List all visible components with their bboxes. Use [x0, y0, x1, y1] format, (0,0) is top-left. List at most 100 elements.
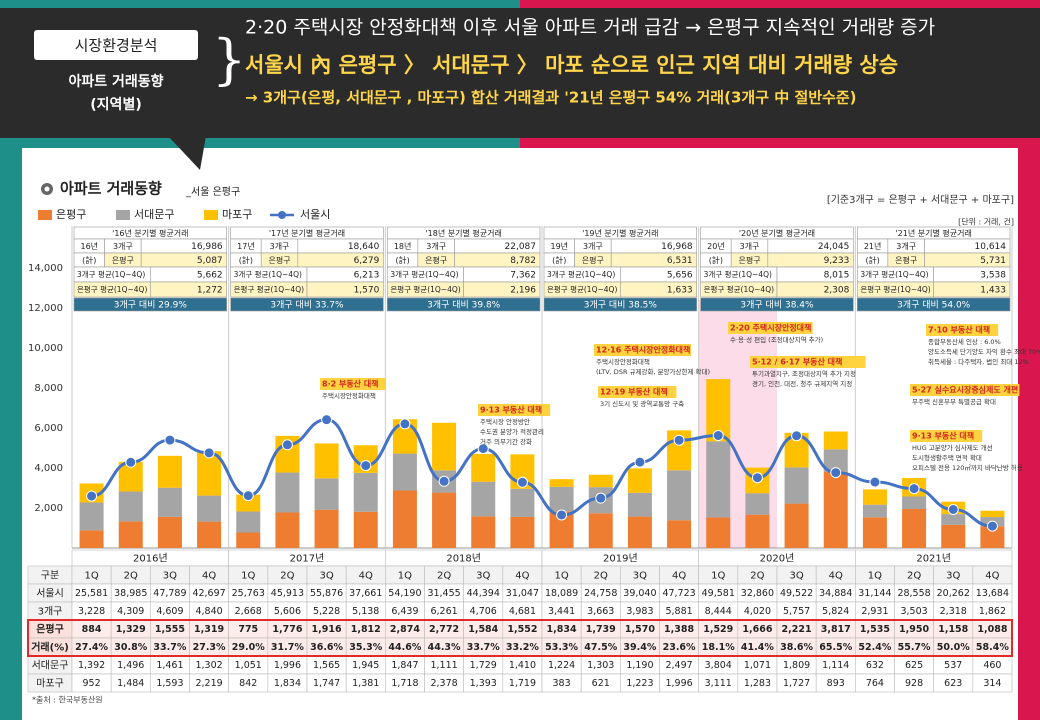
- bar: [980, 526, 1005, 548]
- x-tick-label: 1Q: [398, 571, 412, 582]
- box-text: 9,233: [824, 256, 850, 266]
- row-label: 마포구: [36, 678, 64, 690]
- table-value: 1,555: [155, 624, 185, 635]
- y-tick-label: 12,000: [28, 303, 63, 314]
- bar: [157, 455, 182, 488]
- table-value: 3,441: [548, 606, 575, 617]
- annotation-title: 9·13 부동산 대책: [912, 431, 974, 441]
- x-tick-label: 4Q: [672, 571, 686, 582]
- line-dot: [673, 434, 685, 446]
- table-value: 25,581: [75, 588, 108, 599]
- x-tick-label: 4Q: [985, 571, 999, 582]
- box-cell: [543, 297, 697, 312]
- x-tick-label: 4Q: [202, 571, 216, 582]
- table-value: 42,697: [192, 588, 225, 599]
- highlight-border: [27, 619, 1013, 657]
- box-text: '20년 분기별 평균거래: [739, 228, 815, 238]
- table-value: 39,040: [623, 588, 656, 599]
- table-value: 47,789: [153, 588, 186, 599]
- table-value: 2,931: [861, 606, 888, 617]
- source: *출처 : 한국부동산원: [32, 695, 103, 705]
- table-value: 1,718: [391, 678, 418, 689]
- table-value: 2,497: [665, 660, 692, 671]
- x-tick-label: 1Q: [711, 571, 725, 582]
- box-text: 은평구 평균(1Q~4Q): [547, 284, 617, 294]
- table-value: 775: [238, 624, 258, 635]
- line-dot: [830, 467, 842, 479]
- table-value: 1,496: [117, 660, 144, 671]
- table-value: 3,228: [78, 606, 105, 617]
- line-dot: [86, 490, 98, 502]
- table-value: 1,393: [470, 678, 497, 689]
- annotation-line: (LTV, DSR 규제강화, 분양가상한제 확대): [596, 367, 710, 376]
- box-text: 은평구 평균(1Q~4Q): [704, 284, 774, 294]
- tag: 시장환경분석: [75, 37, 158, 55]
- legend-label: 서대문구: [134, 208, 174, 221]
- table-value: 27.3%: [193, 642, 226, 653]
- table-value: 1,812: [351, 624, 381, 635]
- table-value: 49,581: [702, 588, 735, 599]
- table-value: 39.4%: [623, 642, 656, 653]
- title-icon: [44, 186, 50, 192]
- row-label: 서대문구: [32, 660, 69, 672]
- bar: [627, 492, 652, 517]
- table-value: 2,668: [235, 606, 262, 617]
- bar: [823, 431, 848, 450]
- annotation-line: 거주 의무기간 강화: [480, 437, 532, 446]
- table-value: 632: [866, 660, 884, 671]
- bar: [588, 513, 613, 548]
- bar: [471, 481, 496, 517]
- box-text: 은평구 평균(1Q~4Q): [234, 284, 304, 294]
- table-value: 5,606: [274, 606, 301, 617]
- table-value: 5,228: [313, 606, 340, 617]
- bar: [902, 509, 927, 548]
- bar: [471, 516, 496, 548]
- box-text: 3개구: [740, 241, 760, 251]
- table-value: 3,111: [705, 678, 732, 689]
- box-text: '16년 분기별 평균거래: [112, 228, 188, 238]
- line-dot: [477, 443, 489, 455]
- box-text: (計): [395, 255, 409, 265]
- box-cell: [306, 281, 384, 298]
- annotation-title: 8·2 부동산 대책: [322, 379, 379, 389]
- table-value: 35.3%: [349, 642, 382, 653]
- table-value: 1,847: [391, 660, 418, 671]
- table-value: 33.7%: [467, 642, 500, 653]
- bubble-pointer-top: [168, 136, 206, 170]
- box-text: 2,308: [824, 286, 850, 296]
- bar: [706, 441, 731, 518]
- table-value: 4,681: [509, 606, 536, 617]
- annotation-line: 수·용·성 편입 (조정대상지역 추가): [730, 335, 823, 344]
- subject: 아파트 거래동향: [68, 73, 163, 90]
- table-value: 314: [983, 678, 1001, 689]
- box-text: 16,986: [191, 242, 223, 252]
- table-value: 2,219: [195, 678, 222, 689]
- bar: [314, 478, 339, 510]
- line-dot: [556, 509, 568, 521]
- x-tick-label: 1Q: [241, 571, 255, 582]
- box-cell: [387, 297, 541, 312]
- annotation-line: 수도권 분양가 적정관리: [480, 427, 544, 436]
- annotation-title: 9·13 부동산 대책: [480, 405, 542, 415]
- x-tick-label: 2Q: [437, 571, 451, 582]
- bar: [236, 532, 261, 548]
- table-value: 5,881: [665, 606, 692, 617]
- box-cell: [463, 281, 541, 298]
- box-text: 8,015: [824, 271, 850, 281]
- annotation-title: 12·16 주택시장안정화대책: [596, 345, 690, 355]
- annotation-line: 주택시장안정화대책: [322, 391, 376, 400]
- line-dot: [947, 504, 959, 516]
- box-text: (計): [709, 255, 723, 265]
- annotation-line: 양도소득세 단기양도 차익 환수 최대 70%: [928, 347, 1040, 356]
- bar: [432, 492, 457, 548]
- line-dot: [164, 434, 176, 446]
- bar: [549, 486, 574, 512]
- table-value: 8,444: [705, 606, 732, 617]
- legend-dot: [278, 211, 286, 219]
- box-text: 은평구 평균(1Q~4Q): [390, 284, 460, 294]
- table-value: 1,666: [742, 624, 772, 635]
- table-value: 1,570: [625, 624, 655, 635]
- bar: [314, 509, 339, 548]
- bar: [941, 514, 966, 525]
